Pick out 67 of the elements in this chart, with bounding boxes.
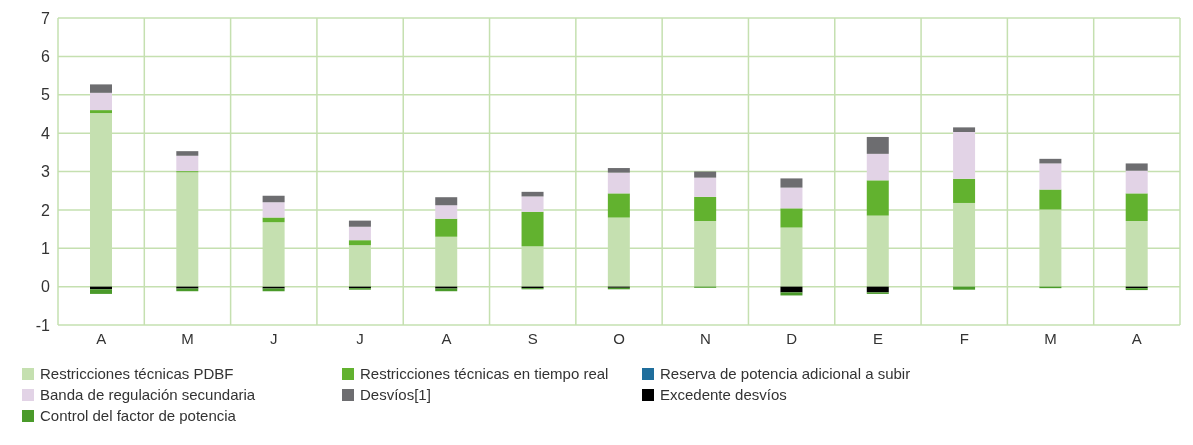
bar (694, 171, 717, 178)
x-tick-label: F (959, 329, 969, 347)
bar (521, 211, 544, 247)
y-tick-label: 7 (41, 9, 51, 27)
bar (953, 286, 976, 290)
bar (176, 151, 199, 156)
bar (866, 136, 889, 154)
bar (262, 195, 285, 203)
y-tick-label: 6 (41, 48, 51, 66)
legend-label: Desvíos[1] (360, 386, 431, 403)
y-tick-label: 5 (41, 86, 51, 104)
bar (90, 92, 112, 111)
bar (435, 197, 458, 206)
bar (953, 178, 976, 203)
bar (607, 172, 630, 194)
bar (348, 220, 371, 227)
legend-label: Excedente desvíos (660, 386, 787, 403)
y-tick-label: 0 (41, 278, 51, 296)
legend-label: Reserva de potencia adicional a subir (660, 365, 911, 382)
bar (90, 289, 112, 294)
y-tick-label: 3 (41, 163, 51, 181)
legend-label: Control del factor de potencia (40, 407, 236, 424)
x-tick-label: O (613, 329, 625, 347)
x-tick-label: J (356, 329, 364, 347)
y-tick-label: 4 (41, 124, 51, 142)
x-tick-label: J (270, 329, 278, 347)
x-tick-label: D (786, 329, 798, 347)
bar (1039, 163, 1062, 190)
bar (90, 84, 112, 93)
bar (694, 177, 717, 197)
legend-label: Restricciones técnicas en tiempo real (360, 365, 609, 382)
legend-label: Banda de regulación secundaria (40, 386, 256, 403)
bar (780, 208, 803, 228)
y-tick-label: -1 (35, 316, 51, 334)
bar (435, 205, 458, 219)
bar (694, 196, 717, 221)
bar (348, 226, 371, 241)
bar (953, 127, 976, 132)
x-tick-label: E (872, 329, 883, 347)
bar (521, 196, 544, 212)
bar (780, 178, 803, 188)
bar (607, 193, 630, 218)
bar (176, 155, 199, 172)
y-tick-label: 1 (41, 239, 51, 257)
x-tick-label: S (527, 329, 538, 347)
bar (780, 292, 803, 296)
bar (866, 180, 889, 216)
bar (90, 110, 112, 114)
x-tick-label: A (96, 329, 107, 347)
bar (607, 168, 630, 173)
x-tick-label: M (1044, 329, 1057, 347)
bar (866, 153, 889, 181)
bar (1039, 189, 1062, 210)
x-tick-label: A (1131, 329, 1142, 347)
legend-label: Restricciones técnicas PDBF (40, 365, 234, 382)
bar (780, 187, 803, 209)
bar (348, 240, 371, 246)
y-tick-label: 2 (41, 201, 51, 219)
x-tick-label: M (181, 329, 194, 347)
bar (262, 202, 285, 218)
bar (1125, 170, 1148, 194)
bar (953, 131, 976, 179)
x-tick-label: N (699, 329, 711, 347)
bar (1125, 163, 1148, 171)
x-tick-label: A (441, 329, 452, 347)
bar (1125, 193, 1148, 221)
bar (435, 218, 458, 237)
